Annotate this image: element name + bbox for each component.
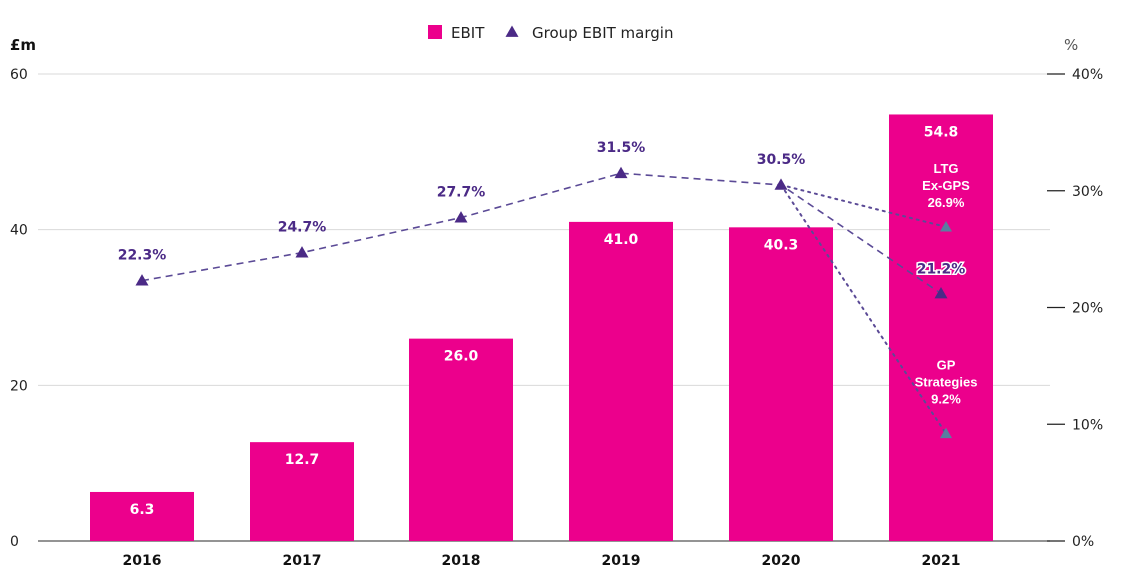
- right-tick-label: 10%: [1072, 417, 1103, 433]
- margin-line: [141, 172, 942, 295]
- margin-point-marker: [614, 166, 628, 179]
- bar-value-label: 26.0: [444, 349, 479, 365]
- margin-line-series: [135, 166, 952, 439]
- gridlines: [38, 73, 1050, 542]
- margin-value-label: 31.5%: [597, 140, 646, 156]
- right-tick-label: 0%: [1072, 534, 1094, 550]
- bar-ebit-2021: [889, 114, 993, 542]
- margin-value-label: 30.5%: [757, 152, 806, 168]
- bar-ebit-2020: [729, 227, 833, 541]
- legend-ebit-swatch: [428, 25, 442, 39]
- legend: EBIT Group EBIT margin: [428, 24, 673, 42]
- margin-point-marker: [774, 178, 788, 190]
- bar-value-label: 40.3: [764, 237, 799, 253]
- dotted-branch-line: [780, 183, 947, 435]
- bar-ebit-2017: [250, 442, 354, 541]
- margin-point-marker: [454, 211, 468, 223]
- left-tick-label: 60: [10, 67, 28, 83]
- category-label: 2016: [123, 553, 162, 569]
- dotted-branch-line: [780, 183, 947, 228]
- legend-margin-triangle-icon: [505, 25, 519, 37]
- margin-value-label: 22.3%: [118, 248, 167, 264]
- bar-value-label: 54.8: [924, 124, 959, 140]
- bar-value-label: 12.7: [285, 452, 320, 468]
- category-label: 2020: [762, 553, 801, 569]
- category-label: 2019: [602, 553, 641, 569]
- right-tick-label: 20%: [1072, 301, 1103, 317]
- extra-point-label: 26.9%: [928, 195, 965, 210]
- extra-point-label: Strategies: [915, 375, 978, 390]
- margin-point-marker: [295, 246, 309, 258]
- extra-point-label: Ex-GPS: [922, 178, 970, 193]
- margin-value-label: 24.7%: [278, 220, 327, 236]
- category-label: 2017: [283, 553, 322, 569]
- margin-point-marker: [934, 286, 948, 299]
- category-label: 2018: [442, 553, 481, 569]
- extra-point-marker: [940, 220, 952, 232]
- left-axis-unit: £m: [10, 36, 36, 54]
- extra-point-marker: [940, 427, 952, 439]
- bar-value-label: 6.3: [130, 502, 155, 518]
- extra-point-label: GP: [937, 358, 956, 373]
- bar-value-label: 41.0: [604, 232, 639, 248]
- margin-value-label: 21.2%: [917, 261, 966, 277]
- axes: 0 20 40 60 0% 10% 20% 30% 40% 2016 2017 2018 2019 202…: [10, 67, 1103, 569]
- margin-value-label: 27.7%: [437, 185, 486, 201]
- legend-margin-label: Group EBIT margin: [532, 24, 673, 42]
- right-tick-label: 30%: [1072, 184, 1103, 200]
- data-labels: 6.3 12.7 26.0 41.0 40.3 54.8 LTG Ex-GPS 26.9% GP S…: [118, 124, 978, 517]
- category-label: 2021: [922, 553, 961, 569]
- right-axis-unit: %: [1064, 36, 1078, 54]
- margin-point-marker: [135, 274, 149, 286]
- bar-ebit-2018: [409, 338, 513, 541]
- right-tick-label: 40%: [1072, 67, 1103, 83]
- bar-ebit-2016: [90, 491, 194, 541]
- left-tick-label: 20: [10, 378, 28, 394]
- left-tick-label: 0: [10, 534, 19, 550]
- bar-ebit-2019: [569, 221, 673, 541]
- extra-point-label: 9.2%: [931, 392, 961, 407]
- extra-point-label: LTG: [933, 161, 958, 176]
- left-tick-label: 40: [10, 223, 28, 239]
- legend-ebit-label: EBIT: [451, 24, 485, 42]
- bar-series: [90, 114, 993, 542]
